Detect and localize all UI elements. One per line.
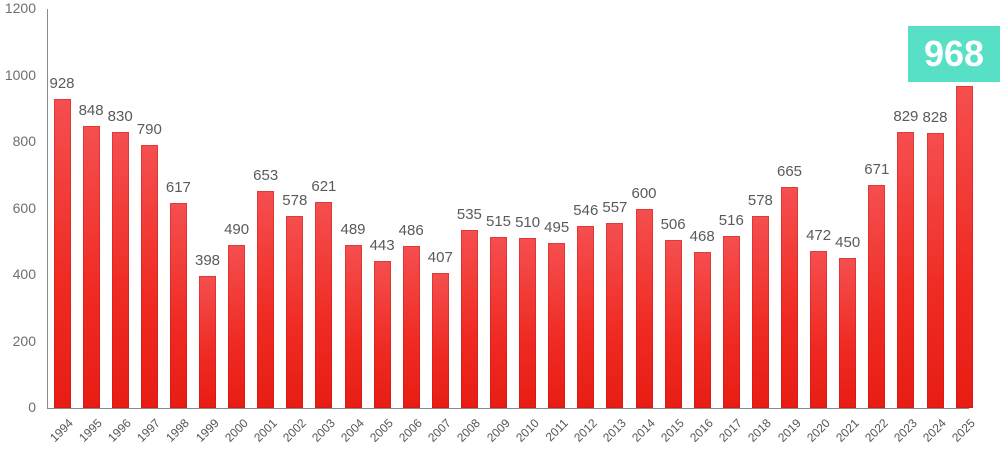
bar-2016 bbox=[693, 252, 711, 408]
bar-value-label: 472 bbox=[806, 227, 832, 245]
bar-value-label: 535 bbox=[456, 206, 482, 224]
y-tick-label: 200 bbox=[12, 332, 36, 349]
bar-2011 bbox=[548, 243, 566, 408]
y-tick-label: 0 bbox=[28, 399, 36, 415]
bar-value-label: 578 bbox=[282, 191, 308, 209]
bar-value-label: 665 bbox=[776, 162, 803, 180]
bar-value-label: 443 bbox=[369, 236, 395, 254]
bar-value-label: 398 bbox=[194, 251, 221, 269]
bar-2025 bbox=[955, 86, 973, 408]
bar-value-label: 546 bbox=[573, 202, 599, 220]
bar-value-label: 578 bbox=[747, 191, 773, 209]
bar-value-label: 600 bbox=[631, 184, 657, 202]
x-tick-label: 2018 bbox=[745, 416, 775, 445]
bar-1999 bbox=[199, 275, 216, 408]
bar-2019 bbox=[781, 186, 798, 408]
bar-2018 bbox=[751, 215, 769, 408]
x-tick-label: 1999 bbox=[192, 416, 222, 445]
bar-2021 bbox=[839, 258, 857, 408]
bar-2000 bbox=[228, 245, 246, 408]
bar-1996 bbox=[111, 132, 129, 408]
bar-value-label: 495 bbox=[544, 219, 570, 237]
bar-2009 bbox=[490, 236, 507, 408]
bar-value-label: 790 bbox=[136, 121, 162, 139]
bar-value-label: 671 bbox=[864, 160, 890, 178]
bar-2001 bbox=[257, 190, 275, 408]
bar-value-label: 450 bbox=[835, 234, 861, 252]
bar-2006 bbox=[402, 246, 420, 408]
bar-value-label: 515 bbox=[485, 212, 512, 230]
bar-2004 bbox=[344, 245, 362, 408]
bar-2017 bbox=[722, 236, 740, 408]
y-tick-label: 800 bbox=[12, 133, 36, 149]
bar-1997 bbox=[140, 145, 158, 408]
bar-value-label: 486 bbox=[398, 222, 424, 240]
bar-2003 bbox=[315, 201, 333, 408]
x-tick-label: 2019 bbox=[774, 416, 804, 445]
highlight-value-badge: 968 bbox=[908, 26, 1000, 82]
bar-2024 bbox=[926, 132, 944, 408]
bar-value-label: 848 bbox=[78, 102, 104, 120]
bar-value-label: 621 bbox=[311, 177, 337, 195]
bar-1998 bbox=[169, 202, 187, 408]
bar-2010 bbox=[519, 238, 537, 408]
bar-2002 bbox=[286, 215, 304, 408]
bar-2007 bbox=[431, 272, 449, 408]
y-axis-line bbox=[47, 9, 48, 409]
y-tick-label: 400 bbox=[12, 266, 36, 282]
bar-value-label: 489 bbox=[340, 221, 366, 239]
bar-2013 bbox=[606, 222, 624, 408]
bar-2012 bbox=[577, 226, 595, 408]
bar-2020 bbox=[810, 251, 828, 408]
bar-value-label: 407 bbox=[427, 248, 453, 266]
y-tick-label: 1000 bbox=[4, 66, 36, 83]
bar-2008 bbox=[460, 230, 478, 408]
x-tick-label: 1998 bbox=[163, 416, 193, 445]
y-tick-label: 600 bbox=[12, 199, 36, 216]
bar-value-label: 506 bbox=[660, 215, 686, 233]
bar-value-label: 928 bbox=[49, 75, 75, 93]
x-tick-label: 2009 bbox=[483, 416, 513, 445]
bar-value-label: 829 bbox=[893, 108, 919, 126]
bar-2023 bbox=[897, 132, 915, 408]
bar-1994 bbox=[53, 99, 71, 408]
bar-value-label: 830 bbox=[107, 108, 133, 126]
bar-value-label: 490 bbox=[224, 221, 250, 239]
bar-value-label: 510 bbox=[515, 214, 541, 232]
bar-value-label: 468 bbox=[689, 228, 715, 246]
bar-value-label: 653 bbox=[253, 166, 279, 184]
bar-value-label: 557 bbox=[602, 198, 628, 216]
y-tick-label: 1200 bbox=[4, 0, 36, 16]
x-tick-label: 2008 bbox=[454, 416, 484, 445]
bar-2014 bbox=[635, 208, 653, 408]
bar-2015 bbox=[664, 239, 682, 408]
bar-2005 bbox=[373, 260, 391, 408]
bar-value-label: 617 bbox=[165, 178, 191, 196]
bar-2022 bbox=[868, 184, 886, 408]
bar-value-label: 516 bbox=[718, 212, 744, 230]
x-axis-line bbox=[47, 408, 969, 409]
bar-1995 bbox=[82, 126, 100, 408]
bar-value-label: 828 bbox=[922, 108, 948, 126]
